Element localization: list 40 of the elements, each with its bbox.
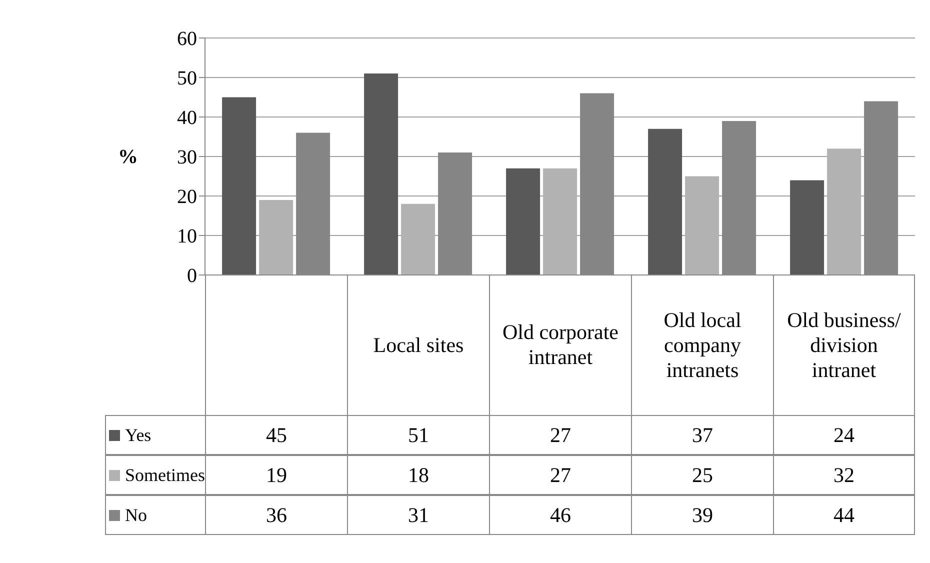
- bar: [685, 176, 720, 275]
- x-tick-label: Old business/ division intranet: [786, 308, 902, 382]
- bar: [648, 128, 682, 275]
- y-tick-label: 0: [187, 265, 197, 288]
- data-label: 27: [489, 455, 631, 495]
- data-label: 45: [205, 415, 347, 455]
- data-label: 39: [631, 495, 773, 535]
- data-label: 27: [489, 415, 631, 455]
- data-label: 36: [205, 495, 347, 535]
- data-label: 37: [631, 415, 773, 455]
- data-label: 46: [489, 495, 631, 535]
- data-label: 18: [347, 455, 489, 495]
- bar: [222, 97, 256, 275]
- data-label: 51: [347, 415, 489, 455]
- legend-label: No: [125, 504, 147, 526]
- bar: [827, 148, 862, 275]
- bar: [790, 180, 824, 275]
- data-label: 44: [773, 495, 915, 535]
- bar: [259, 200, 294, 275]
- data-label: 19: [205, 455, 347, 495]
- bar: [364, 74, 398, 275]
- y-tick-label: 40: [177, 107, 197, 130]
- data-label: 32: [773, 455, 915, 495]
- x-tick-label: Old local company intranets: [662, 308, 742, 382]
- bar: [543, 168, 578, 275]
- y-tick-label: 50: [177, 68, 197, 90]
- x-tick-label: Old corporate intranet: [502, 320, 619, 370]
- data-label: 25: [631, 455, 773, 495]
- y-axis-title: %: [118, 146, 138, 169]
- data-label: 24: [773, 415, 915, 455]
- legend-label: Sometimes: [125, 464, 205, 486]
- legend-label: Yes: [125, 424, 152, 446]
- y-tick-label: 20: [177, 186, 197, 208]
- x-tick-label: Local sites: [373, 332, 464, 358]
- bar: [401, 204, 436, 275]
- data-label: 31: [347, 495, 489, 535]
- y-tick-label: 60: [177, 28, 197, 50]
- bar: [506, 168, 540, 275]
- y-tick-label: 10: [177, 226, 197, 248]
- y-tick-label: 30: [177, 146, 197, 169]
